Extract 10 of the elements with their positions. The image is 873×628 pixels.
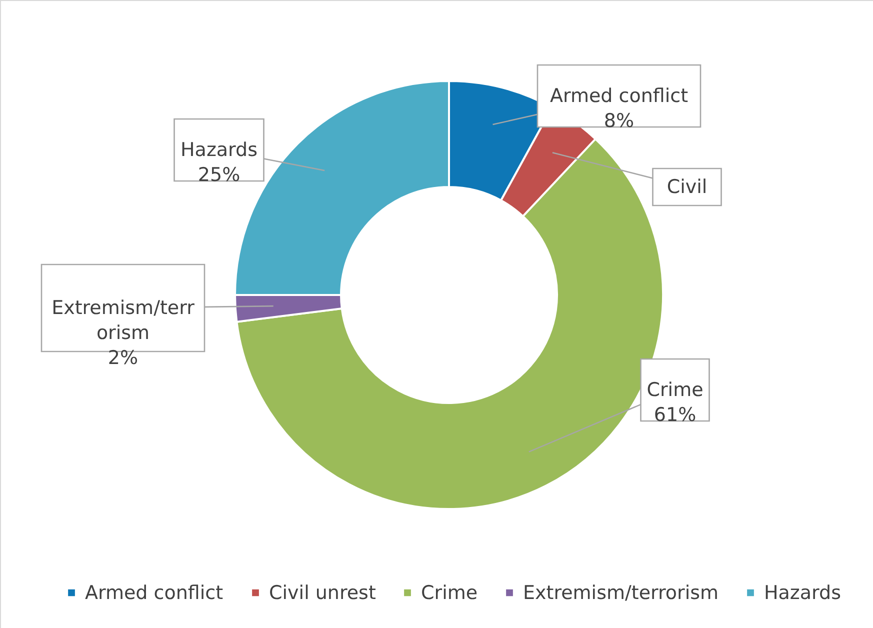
legend-label: Crime: [421, 582, 478, 604]
data-label: Hazards 25%: [180, 139, 258, 186]
legend-label: Civil unrest: [269, 582, 376, 604]
legend-label: Hazards: [764, 582, 841, 604]
legend-label: Extremism/terrorism: [523, 582, 719, 604]
legend-label: Armed conflict: [85, 582, 224, 604]
data-label: Civil: [666, 176, 708, 198]
data-label: Extremism/terr orism 2%: [52, 297, 195, 369]
data-label: Armed conflict 8%: [550, 85, 688, 132]
data-label: Crime 61%: [646, 379, 704, 426]
